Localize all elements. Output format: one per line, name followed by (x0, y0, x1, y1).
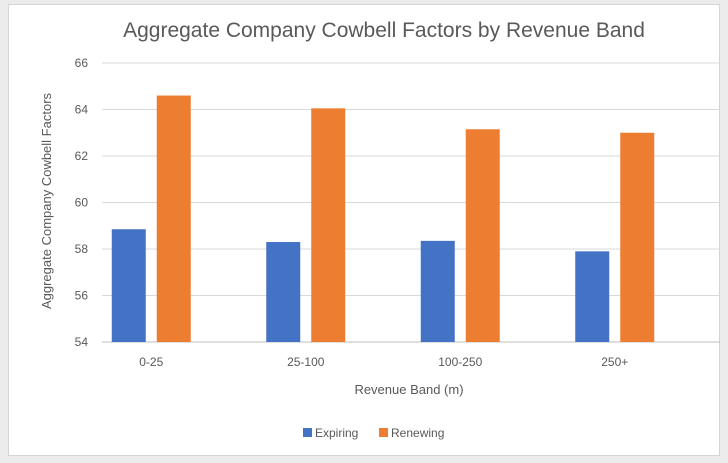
y-tick-label: 60 (75, 196, 89, 210)
x-tick-label: 250+ (601, 355, 628, 369)
bar-renewing-25-100 (311, 108, 346, 343)
y-tick-label: 58 (75, 242, 89, 256)
bar-renewing-100-250 (465, 129, 500, 342)
legend-label-renewing: Renewing (391, 426, 444, 440)
y-tick-label: 62 (75, 149, 89, 163)
legend-swatch-expiring (303, 428, 312, 437)
bar-expiring-250+ (575, 251, 610, 342)
x-tick-label: 25-100 (287, 355, 325, 369)
legend-label-expiring: Expiring (315, 426, 358, 440)
bar-expiring-0-25 (111, 229, 146, 342)
legend-swatch-renewing (379, 428, 388, 437)
x-tick-label: 100-250 (438, 355, 482, 369)
x-tick-label: 0-25 (139, 355, 163, 369)
y-axis-ticks: 54 56 58 60 62 64 66 (75, 56, 89, 349)
chart-title: Aggregate Company Cowbell Factors by Rev… (123, 19, 645, 42)
y-tick-label: 66 (75, 56, 89, 70)
gridlines (102, 62, 720, 343)
y-axis-title: Aggregate Company Cowbell Factors (39, 92, 54, 309)
x-axis-ticks: 0-25 25-100 100-250 250+ (139, 355, 628, 369)
bar-expiring-25-100 (266, 242, 301, 342)
bars (111, 95, 655, 343)
bar-renewing-0-25 (156, 95, 191, 342)
y-tick-label: 64 (75, 103, 89, 117)
bar-expiring-100-250 (420, 240, 455, 342)
bar-renewing-250+ (620, 132, 655, 342)
x-axis-title: Revenue Band (m) (354, 382, 463, 397)
y-tick-label: 54 (75, 335, 89, 349)
legend: Expiring Renewing (303, 426, 444, 440)
y-tick-label: 56 (75, 289, 89, 303)
